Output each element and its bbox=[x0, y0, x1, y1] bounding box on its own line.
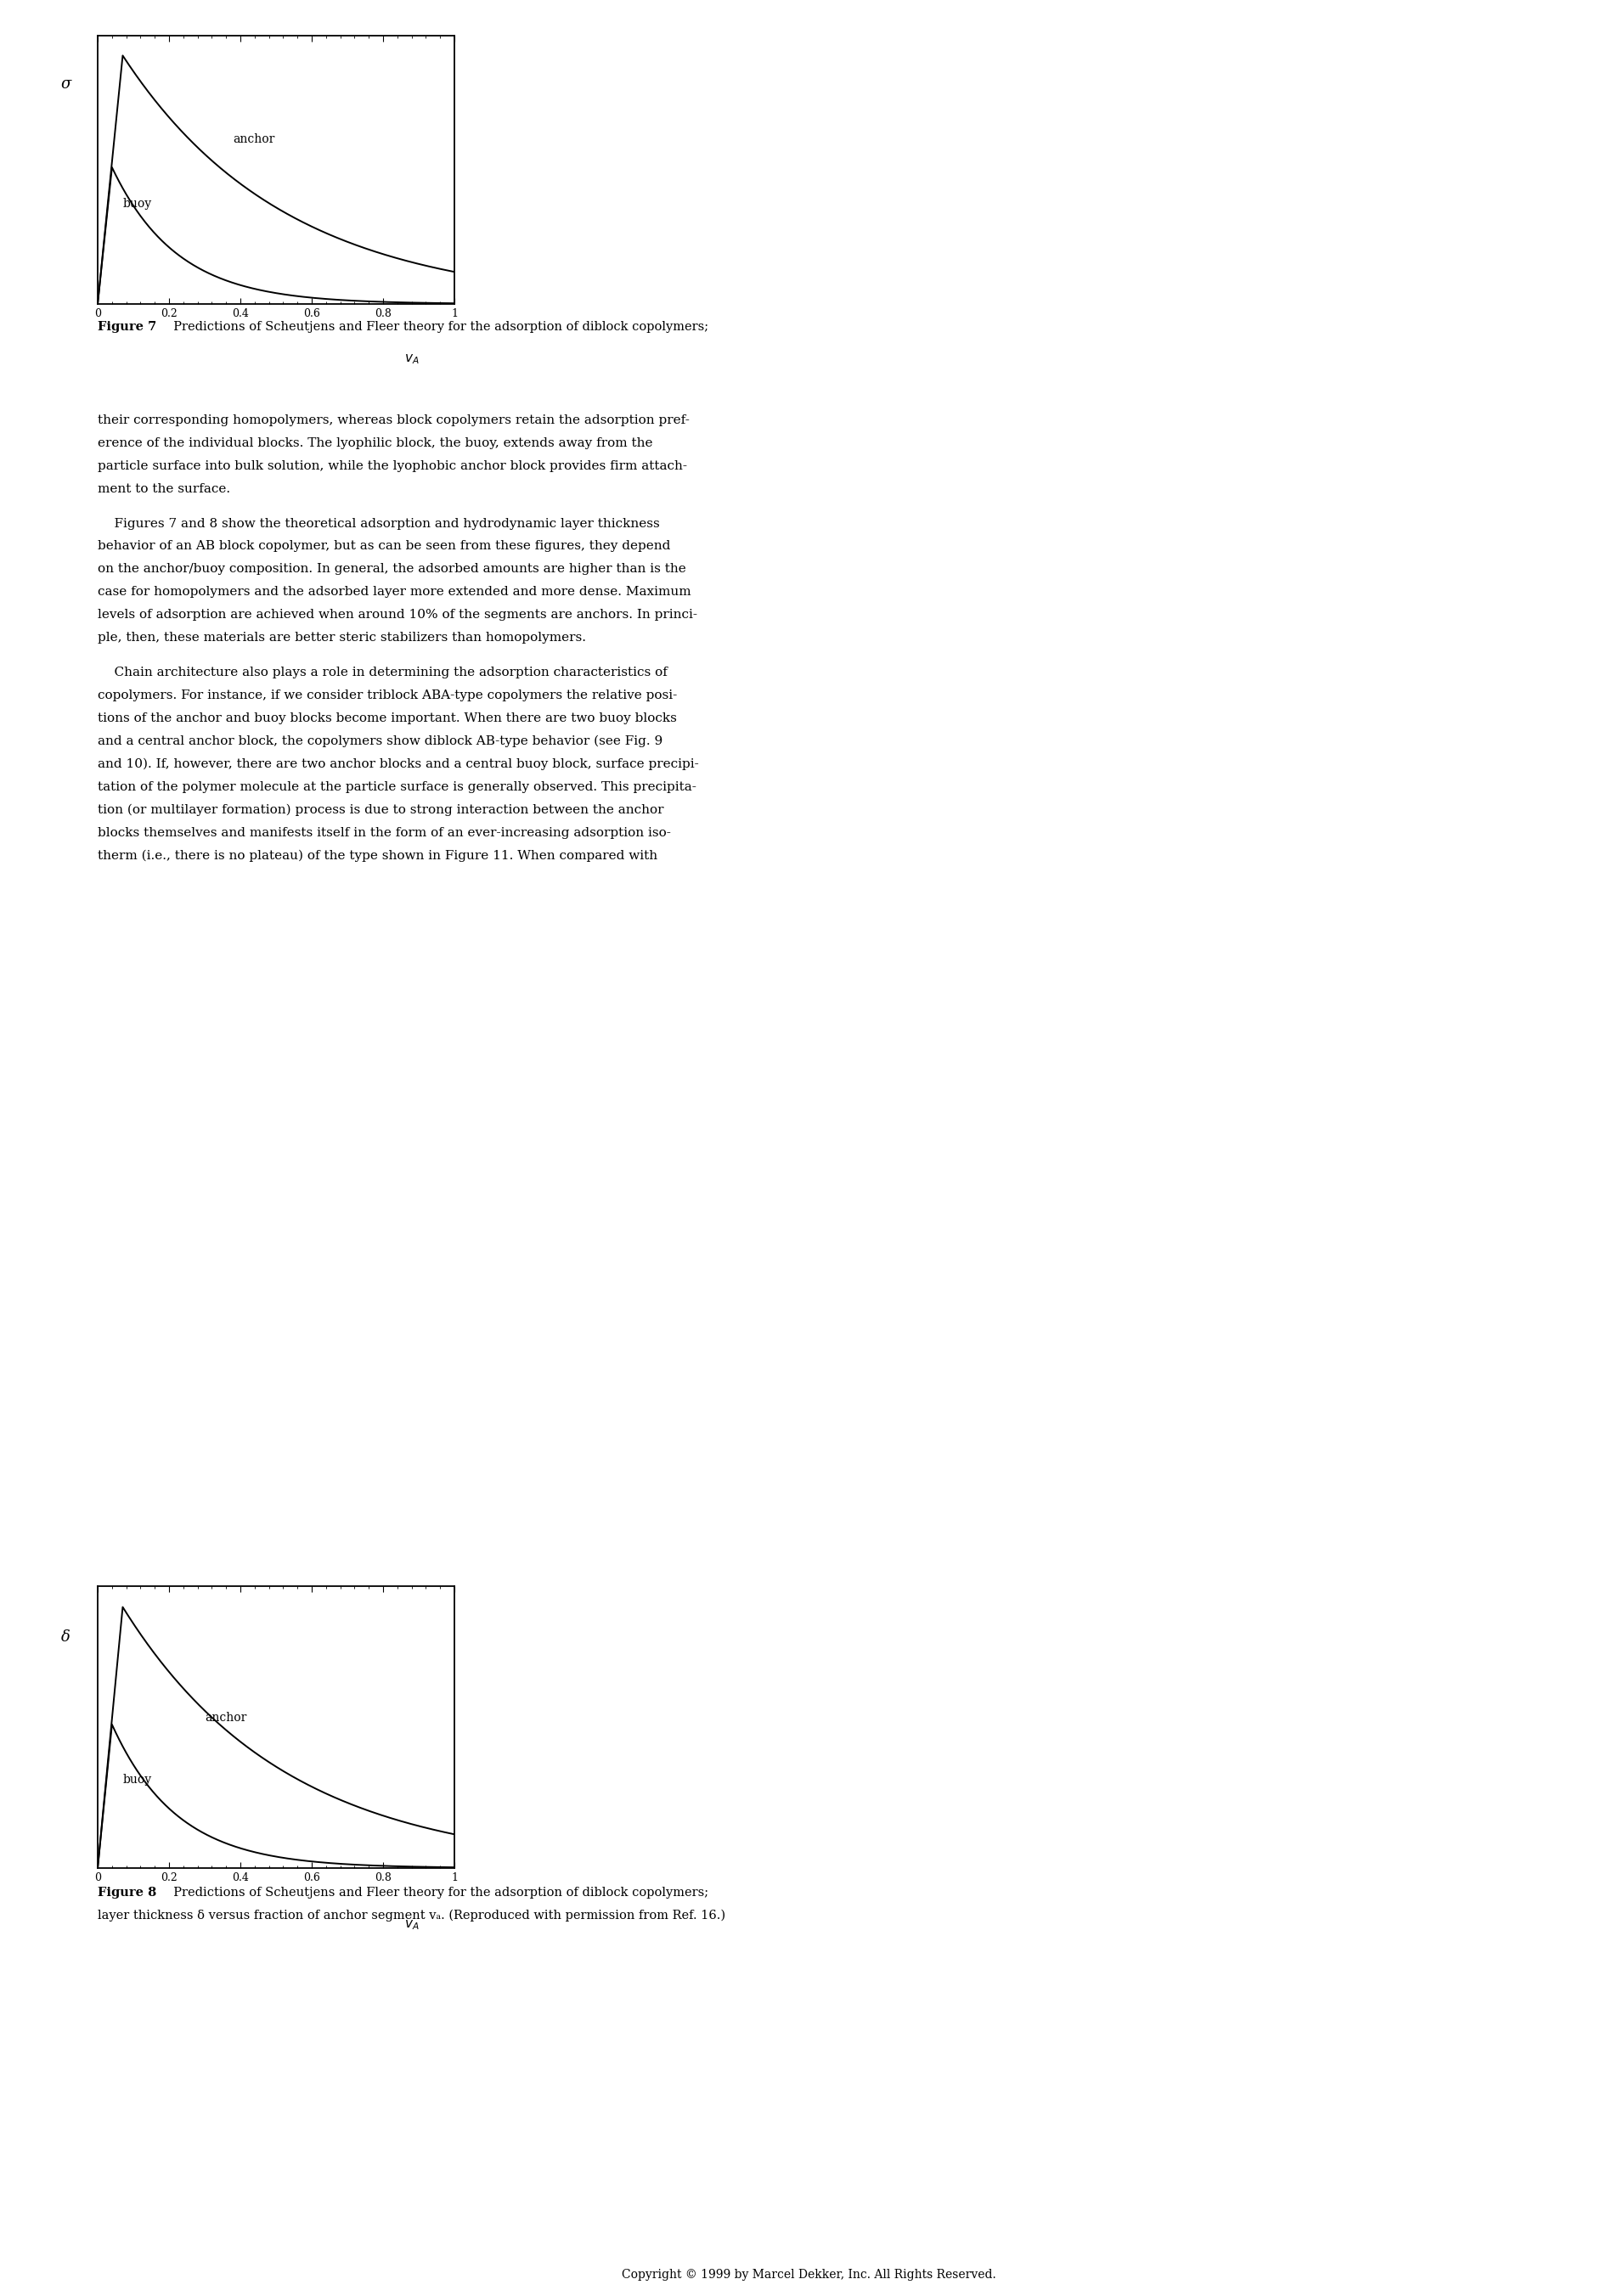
Text: ment to the surface.: ment to the surface. bbox=[97, 482, 230, 496]
Text: $v_A$: $v_A$ bbox=[404, 351, 419, 365]
Text: anchor: anchor bbox=[205, 1713, 246, 1724]
Text: Figure 8: Figure 8 bbox=[97, 1887, 157, 1899]
Text: therm (i.e., there is no plateau) of the type shown in Figure 11. When compared : therm (i.e., there is no plateau) of the… bbox=[97, 850, 657, 863]
Text: their corresponding homopolymers, whereas block copolymers retain the adsorption: their corresponding homopolymers, wherea… bbox=[97, 413, 689, 427]
Text: Figures 7 and 8 show the theoretical adsorption and hydrodynamic layer thickness: Figures 7 and 8 show the theoretical ads… bbox=[97, 517, 660, 530]
Text: ple, then, these materials are better steric stabilizers than homopolymers.: ple, then, these materials are better st… bbox=[97, 631, 586, 645]
Text: tation of the polymer molecule at the particle surface is generally observed. Th: tation of the polymer molecule at the pa… bbox=[97, 781, 696, 792]
Text: Chain architecture also plays a role in determining the adsorption characteristi: Chain architecture also plays a role in … bbox=[97, 666, 668, 677]
Text: and 10). If, however, there are two anchor blocks and a central buoy block, surf: and 10). If, however, there are two anch… bbox=[97, 758, 699, 771]
Text: anchor: anchor bbox=[233, 133, 275, 145]
Text: copolymers. For instance, if we consider triblock ABA-type copolymers the relati: copolymers. For instance, if we consider… bbox=[97, 689, 678, 700]
Text: on the anchor/buoy composition. In general, the adsorbed amounts are higher than: on the anchor/buoy composition. In gener… bbox=[97, 563, 686, 576]
Text: behavior of an AB block copolymer, but as can be seen from these figures, they d: behavior of an AB block copolymer, but a… bbox=[97, 540, 670, 553]
Text: tions of the anchor and buoy blocks become important. When there are two buoy bl: tions of the anchor and buoy blocks beco… bbox=[97, 712, 676, 723]
Text: buoy: buoy bbox=[123, 1775, 152, 1786]
Text: particle surface into bulk solution, while the lyophobic anchor block provides f: particle surface into bulk solution, whi… bbox=[97, 459, 688, 473]
Text: σ: σ bbox=[60, 76, 71, 92]
Text: δ: δ bbox=[61, 1630, 70, 1644]
Text: Predictions of Scheutjens and Fleer theory for the adsorption of diblock copolym: Predictions of Scheutjens and Fleer theo… bbox=[165, 321, 709, 333]
Text: Figure 7: Figure 7 bbox=[97, 321, 157, 333]
Text: blocks themselves and manifests itself in the form of an ever-increasing adsorpt: blocks themselves and manifests itself i… bbox=[97, 827, 671, 838]
Text: tion (or multilayer formation) process is due to strong interaction between the : tion (or multilayer formation) process i… bbox=[97, 804, 663, 817]
Text: Copyright © 1999 by Marcel Dekker, Inc. All Rights Reserved.: Copyright © 1999 by Marcel Dekker, Inc. … bbox=[621, 2268, 997, 2280]
Text: case for homopolymers and the adsorbed layer more extended and more dense. Maxim: case for homopolymers and the adsorbed l… bbox=[97, 585, 691, 599]
Text: erence of the individual blocks. The lyophilic block, the buoy, extends away fro: erence of the individual blocks. The lyo… bbox=[97, 436, 652, 450]
Text: Predictions of Scheutjens and Fleer theory for the adsorption of diblock copolym: Predictions of Scheutjens and Fleer theo… bbox=[165, 1887, 709, 1899]
Text: buoy: buoy bbox=[123, 197, 152, 209]
Text: and a central anchor block, the copolymers show diblock AB-type behavior (see Fi: and a central anchor block, the copolyme… bbox=[97, 735, 663, 748]
Text: levels of adsorption are achieved when around 10% of the segments are anchors. I: levels of adsorption are achieved when a… bbox=[97, 608, 697, 622]
Text: layer thickness δ versus fraction of anchor segment vₐ. (Reproduced with permiss: layer thickness δ versus fraction of anc… bbox=[97, 1910, 725, 1922]
Text: $v_A$: $v_A$ bbox=[404, 1919, 419, 1933]
